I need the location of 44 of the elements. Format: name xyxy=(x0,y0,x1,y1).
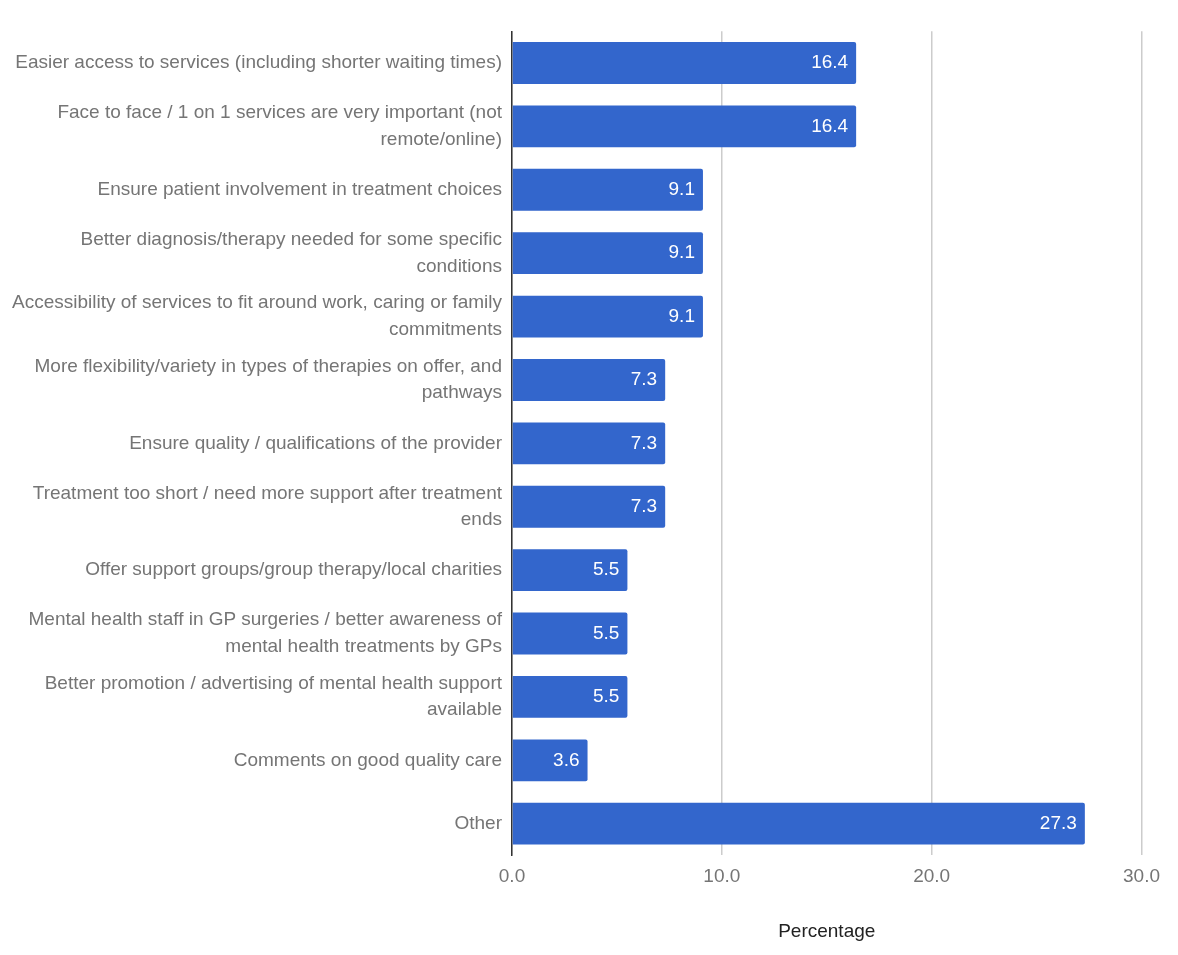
data-label: 9.1 xyxy=(668,178,695,200)
y-tick-label: Better diagnosis/therapy needed for some specific conditions xyxy=(80,228,502,276)
y-tick-label: Easier access to services (including shorter waiting times) xyxy=(15,51,502,73)
bar xyxy=(512,676,628,718)
x-tick-label: 30.0 xyxy=(1123,865,1160,887)
data-label: 7.3 xyxy=(630,368,658,390)
data-label: 9.1 xyxy=(668,241,695,263)
x-tick-label: 10.0 xyxy=(703,865,741,887)
bar xyxy=(512,105,857,148)
data-label: 16.4 xyxy=(811,114,849,136)
x-tick-label: 0.0 xyxy=(498,865,526,887)
y-tick-label: Better promotion / advertising of mental health support available xyxy=(44,671,503,720)
bar xyxy=(512,295,703,338)
data-label: 7.3 xyxy=(630,494,658,516)
data-label: 27.3 xyxy=(1039,811,1077,833)
data-label: 5.5 xyxy=(592,621,620,643)
bar xyxy=(512,485,666,528)
bar xyxy=(512,168,703,211)
data-label: 5.5 xyxy=(592,685,620,707)
y-tick-label: Ensure quality / qualifications of the provider xyxy=(129,431,503,453)
x-axis-title: Percentage xyxy=(778,919,876,941)
data-label: 3.6 xyxy=(553,748,580,770)
x-tick-label: 20.0 xyxy=(913,865,951,887)
y-tick-label: Treatment too short / need more support after treatment ends xyxy=(32,481,503,530)
bar xyxy=(512,232,703,275)
y-tick-label: Ensure patient involvement in treatment choices xyxy=(97,178,502,200)
bar xyxy=(512,422,666,465)
data-label: 16.4 xyxy=(811,51,849,73)
y-tick-label: Face to face / 1 on 1 services are very important (not remote/online) xyxy=(57,101,503,149)
y-tick-label: Comments on good quality care xyxy=(233,748,502,770)
y-tick-label: More flexibility/variety in types of therapies on offer, and pathways xyxy=(34,354,502,403)
data-label: 7.3 xyxy=(630,431,658,453)
y-tick-label: Offer support groups/group therapy/local charities xyxy=(85,558,502,580)
data-label: 9.1 xyxy=(668,304,695,326)
data-label: 5.5 xyxy=(592,558,620,580)
y-tick-label: Accessibility of services to fit around work, caring or family commitments xyxy=(12,291,503,340)
y-tick-label: Other xyxy=(454,811,503,833)
bar xyxy=(512,359,666,401)
bar xyxy=(512,739,588,782)
bar xyxy=(512,802,1085,845)
bar xyxy=(512,612,628,655)
bar xyxy=(512,549,628,592)
y-tick-label: Mental health staff in GP surgeries / better awareness of mental health treatments by GPs xyxy=(28,608,503,657)
bar xyxy=(512,42,857,84)
